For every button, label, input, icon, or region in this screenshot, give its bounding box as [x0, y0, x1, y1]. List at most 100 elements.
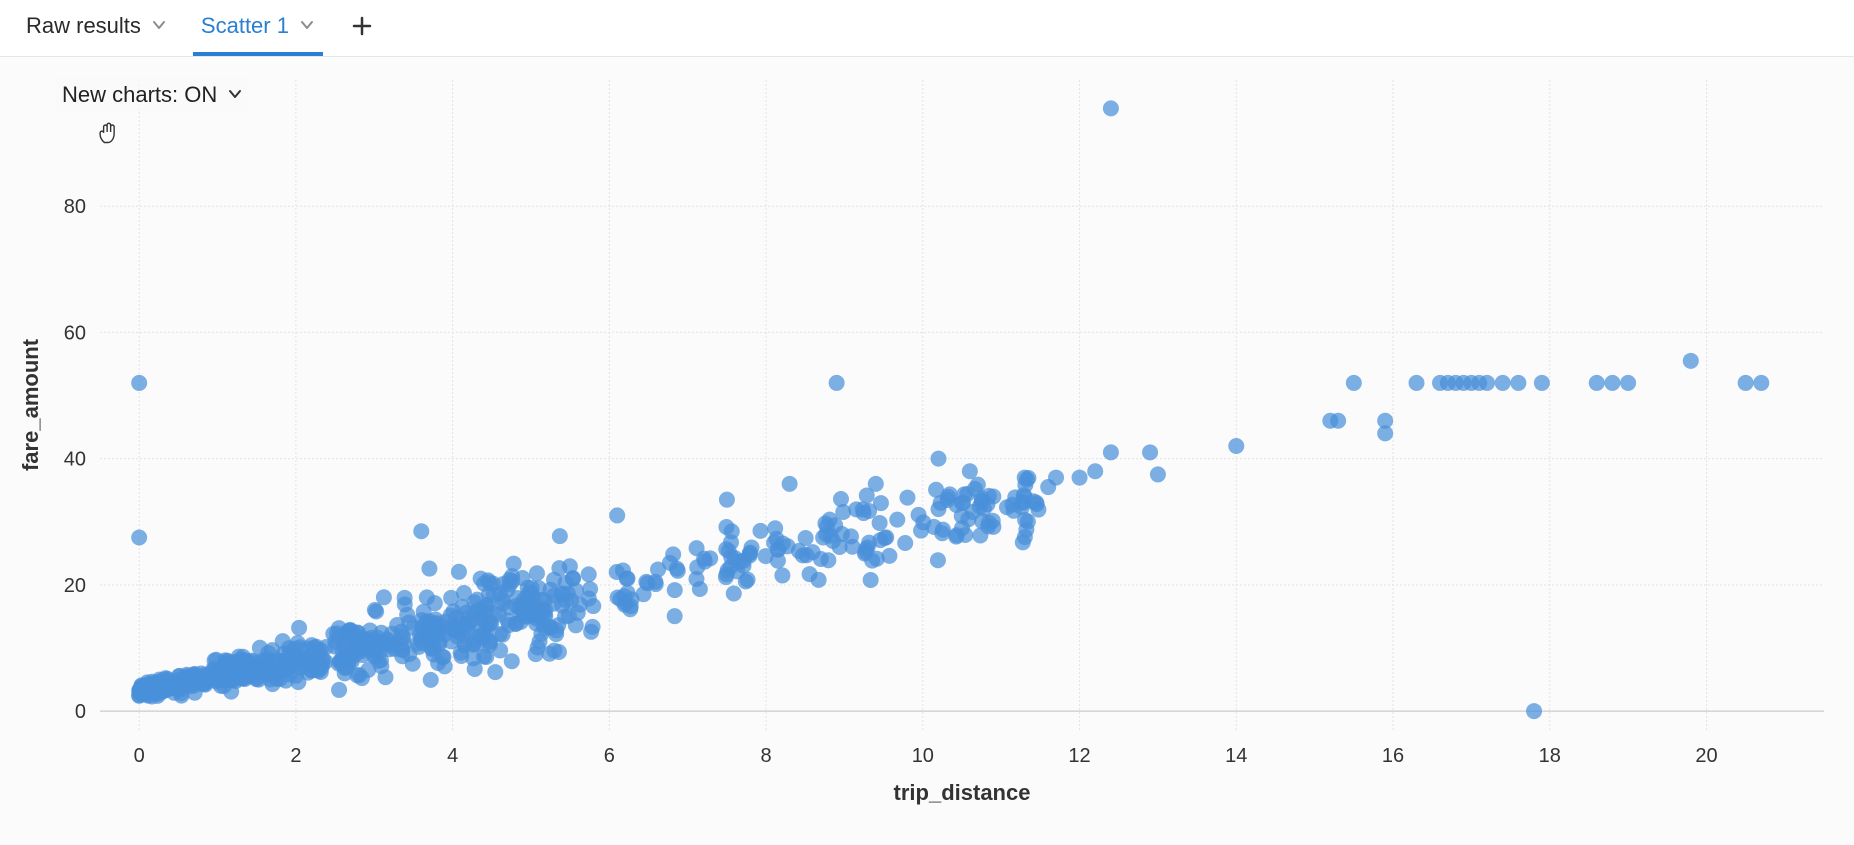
scatter-point: [504, 573, 520, 589]
scatter-point: [482, 633, 498, 649]
svg-text:60: 60: [64, 322, 86, 344]
scatter-point: [448, 610, 464, 626]
scatter-point: [1142, 444, 1158, 460]
scatter-point: [1479, 375, 1495, 391]
scatter-point: [376, 589, 392, 605]
scatter-point: [954, 520, 970, 536]
chevron-down-icon[interactable]: [151, 13, 167, 39]
scatter-point: [1589, 375, 1605, 391]
scatter-point: [1534, 375, 1550, 391]
scatter-point: [373, 658, 389, 674]
scatter-point: [465, 650, 481, 666]
scatter-point: [413, 523, 429, 539]
scatter-point: [1017, 470, 1033, 486]
scatter-point: [423, 672, 439, 688]
scatter-point: [517, 608, 533, 624]
scatter-point: [551, 644, 567, 660]
scatter-point: [340, 627, 356, 643]
scatter-point: [718, 541, 734, 557]
scatter-point: [829, 375, 845, 391]
scatter-point: [581, 566, 597, 582]
scatter-point: [451, 564, 467, 580]
scatter-point: [397, 590, 413, 606]
scatter-point: [1753, 375, 1769, 391]
scatter-point: [161, 680, 177, 696]
scatter-point: [516, 592, 532, 608]
scatter-point: [1228, 438, 1244, 454]
scatter-point: [985, 519, 1001, 535]
scatter-point: [889, 512, 905, 528]
svg-text:6: 6: [604, 745, 615, 767]
chevron-down-icon[interactable]: [299, 13, 315, 39]
scatter-point: [421, 561, 437, 577]
scatter-point: [805, 544, 821, 560]
scatter-point: [864, 553, 880, 569]
scatter-point: [457, 636, 473, 652]
scatter-point: [583, 624, 599, 640]
scatter-point: [726, 585, 742, 601]
scatter-point: [251, 658, 267, 674]
scatter-point: [262, 671, 278, 687]
x-axis-label: trip_distance: [894, 780, 1031, 805]
scatter-point: [719, 492, 735, 508]
scatter-point: [930, 552, 946, 568]
scatter-point: [1087, 463, 1103, 479]
scatter-point: [935, 522, 951, 538]
scatter-point: [394, 641, 410, 657]
scatter-point: [753, 523, 769, 539]
scatter-point: [609, 507, 625, 523]
scatter-point: [798, 530, 814, 546]
scatter-point: [1103, 444, 1119, 460]
scatter-point: [355, 647, 371, 663]
scatter-point: [537, 608, 553, 624]
scatter-point: [872, 515, 888, 531]
scatter-point: [782, 476, 798, 492]
scatter-point: [568, 617, 584, 633]
scatter-point: [419, 589, 435, 605]
add-tab-button[interactable]: [341, 10, 383, 46]
scatter-point: [331, 682, 347, 698]
tab-raw-results[interactable]: Raw results: [18, 0, 175, 56]
scatter-point: [954, 495, 970, 511]
scatter-point: [1510, 375, 1526, 391]
svg-text:8: 8: [761, 745, 772, 767]
scatter-point: [1330, 413, 1346, 429]
scatter-point: [899, 490, 915, 506]
scatter-point: [619, 570, 635, 586]
scatter-point: [878, 529, 894, 545]
svg-text:16: 16: [1382, 745, 1404, 767]
svg-text:12: 12: [1068, 745, 1090, 767]
tab-scatter-1[interactable]: Scatter 1: [193, 0, 323, 56]
scatter-point: [822, 512, 838, 528]
y-axis-label: fare_amount: [18, 338, 43, 471]
scatter-point: [464, 612, 480, 628]
scatter-point: [1017, 489, 1033, 505]
scatter-point: [372, 634, 388, 650]
chevron-down-icon: [227, 82, 243, 108]
scatter-point: [585, 598, 601, 614]
cursor-hand-icon: [94, 118, 122, 146]
scatter-point: [287, 653, 303, 669]
scatter-point: [689, 540, 705, 556]
scatter-point: [1150, 466, 1166, 482]
scatter-point: [768, 531, 784, 547]
scatter-point: [1683, 353, 1699, 369]
svg-text:0: 0: [134, 745, 145, 767]
scatter-point: [692, 581, 708, 597]
scatter-point: [1604, 375, 1620, 391]
scatter-point: [742, 548, 758, 564]
scatter-point: [291, 620, 307, 636]
scatter-chart[interactable]: 02468101214161820 020406080 trip_distanc…: [0, 60, 1854, 840]
new-charts-toggle[interactable]: New charts: ON: [56, 78, 249, 112]
scatter-point: [962, 463, 978, 479]
svg-text:80: 80: [64, 196, 86, 218]
scatter-point: [985, 489, 1001, 505]
scatter-point: [481, 575, 497, 591]
scatter-point: [1620, 375, 1636, 391]
scatter-point: [638, 574, 654, 590]
scatter-point: [317, 654, 333, 670]
scatter-point: [425, 631, 441, 647]
scatter-point: [1048, 470, 1064, 486]
scatter-point: [504, 653, 520, 669]
scatter-point: [1409, 375, 1425, 391]
